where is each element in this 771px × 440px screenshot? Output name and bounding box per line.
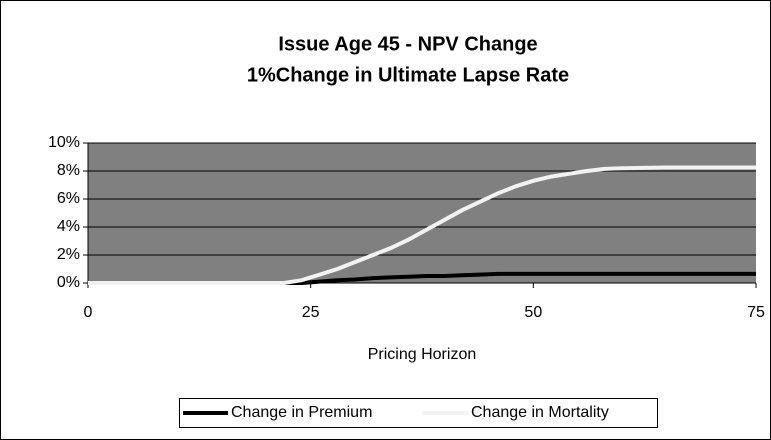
x-tick-label: 50 [524,304,542,321]
x-tick-label: 75 [747,304,765,321]
chart-subtitle: 1%Change in Ultimate Lapse Rate [247,64,569,86]
x-tick-label: 0 [84,304,93,321]
legend-box [179,398,658,428]
chart-title: Issue Age 45 - NPV Change [278,33,537,55]
x-axis-title: Pricing Horizon [368,346,476,363]
y-tick-label: 10% [48,134,80,151]
y-tick-label: 8% [57,162,80,179]
legend-label: Change in Premium [231,404,372,421]
y-tick-label: 6% [57,190,80,207]
y-tick-label: 4% [57,218,80,235]
y-tick-label: 0% [57,274,80,291]
plot-area [88,143,756,283]
line-series [88,165,756,285]
y-tick-label: 2% [57,246,80,263]
x-tick-label: 25 [302,304,320,321]
legend-label: Change in Mortality [471,404,609,421]
